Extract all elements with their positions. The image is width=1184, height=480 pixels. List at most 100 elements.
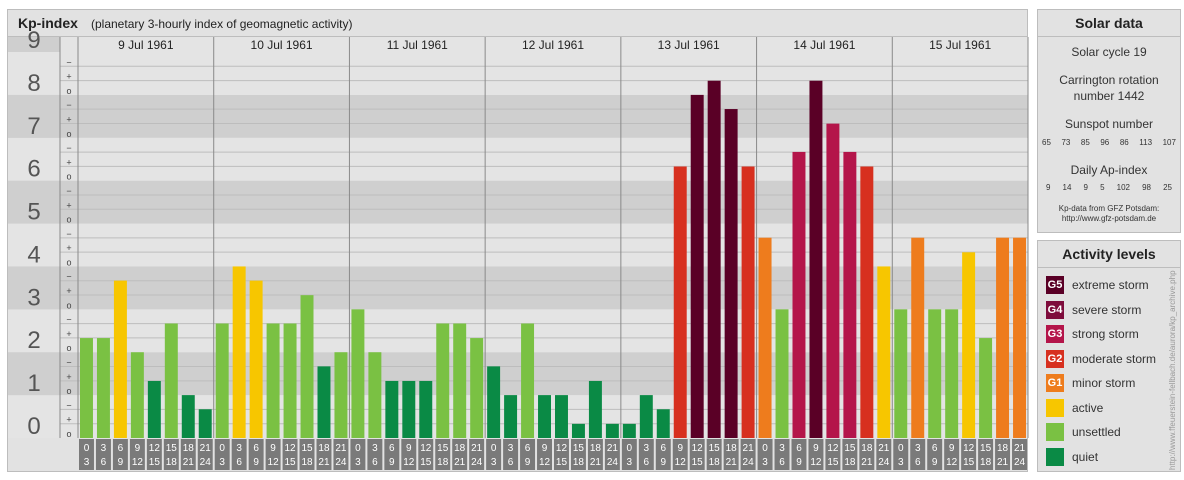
kp-bar: [928, 309, 942, 438]
x-tick-start: 15: [844, 443, 856, 454]
kp-bar: [487, 366, 501, 438]
minor-tick-mark: −: [66, 186, 71, 196]
y-axis-band: [8, 395, 60, 438]
kp-bar: [826, 123, 840, 438]
kp-bar: [249, 280, 263, 438]
x-tick-end: 12: [539, 457, 551, 468]
x-tick-end: 15: [827, 457, 839, 468]
x-tick-end: 21: [183, 457, 195, 468]
kp-bar: [979, 338, 993, 438]
x-tick-end: 12: [268, 457, 280, 468]
sunspot-value: 113: [1139, 138, 1153, 147]
kp-bar: [198, 409, 212, 438]
x-tick-start: 18: [454, 443, 466, 454]
x-tick-end: 15: [420, 457, 432, 468]
x-tick-cell: [706, 439, 722, 470]
x-tick-end: 15: [149, 457, 161, 468]
x-tick-end: 18: [573, 457, 585, 468]
legend-item: active: [1046, 398, 1103, 418]
x-tick-end: 18: [166, 457, 178, 468]
carrington-line1: Carrington rotation: [1059, 73, 1159, 87]
x-tick-cell: [842, 439, 858, 470]
kp-bar: [945, 309, 959, 438]
ap-value: 98: [1142, 183, 1151, 192]
x-tick-end: 9: [660, 457, 666, 468]
x-tick-cell: [163, 439, 179, 470]
x-tick-cell: [961, 439, 977, 470]
y-axis-band: [8, 266, 60, 310]
kp-bar: [181, 395, 195, 438]
x-tick-cell: [621, 439, 637, 470]
x-tick-end: 24: [743, 457, 755, 468]
y-tick-label: 2: [27, 327, 40, 354]
legend-item: unsettled: [1046, 422, 1121, 442]
x-tick-start: 9: [135, 443, 141, 454]
y-tick-label: 7: [27, 113, 40, 140]
x-tick-start: 6: [389, 443, 395, 454]
ap-value: 25: [1163, 183, 1172, 192]
credit-line1: Kp-data from GFZ Potsdam:: [1058, 204, 1160, 213]
kp-bar: [334, 352, 348, 438]
kp-bar: [538, 395, 551, 438]
x-tick-start: 0: [84, 443, 90, 454]
minor-tick-mark: +: [66, 200, 71, 210]
kp-bar: [741, 166, 755, 438]
legend-item: G3 strong storm: [1046, 324, 1139, 344]
x-tick-cell: [876, 439, 892, 470]
kp-bar: [317, 366, 331, 438]
x-tick-cell: [486, 439, 502, 470]
x-tick-cell: [282, 439, 298, 470]
minor-tick-mark: +: [66, 243, 71, 253]
kp-bar: [402, 380, 416, 438]
x-tick-start: 12: [420, 443, 432, 454]
kp-bar: [113, 280, 127, 438]
activity-levels-panel: Activity levels G5 extreme storm G4 severe …: [1037, 240, 1181, 472]
kp-bar: [453, 323, 467, 438]
x-tick-end: 24: [1014, 457, 1026, 468]
x-tick-start: 21: [743, 443, 755, 454]
y-tick-label: 9: [27, 27, 40, 54]
x-tick-end: 3: [84, 457, 90, 468]
day-label: 12 Jul 1961: [522, 38, 584, 52]
kp-bar: [436, 323, 450, 438]
x-tick-start: 18: [183, 443, 195, 454]
legend-label: severe storm: [1072, 302, 1142, 317]
kp-bar: [724, 109, 738, 438]
x-tick-end: 6: [915, 457, 921, 468]
band-row: [60, 223, 1028, 267]
kp-bar: [385, 380, 399, 438]
sunspot-value: 107: [1162, 138, 1176, 147]
x-tick-cell: [265, 439, 281, 470]
band-row: [60, 180, 1028, 224]
kp-bar: [962, 252, 976, 438]
chart-title-bar: Kp-index (planetary 3-hourly index of ge…: [8, 10, 1027, 37]
kp-bar: [232, 266, 246, 438]
x-tick-end: 18: [980, 457, 992, 468]
chart-title: Kp-index: [18, 15, 78, 31]
x-tick-start: 21: [335, 443, 347, 454]
x-tick-start: 18: [726, 443, 738, 454]
y-axis-band: [8, 352, 60, 396]
x-tick-end: 12: [810, 457, 822, 468]
x-tick-end: 18: [709, 457, 721, 468]
x-tick-cell: [112, 439, 128, 470]
minor-tick-mark: +: [66, 329, 71, 339]
x-tick-cell: [723, 439, 739, 470]
x-tick-end: 21: [861, 457, 873, 468]
legend-label: active: [1072, 400, 1104, 415]
x-tick-cell: [910, 439, 926, 470]
x-tick-end: 15: [556, 457, 568, 468]
x-tick-start: 12: [149, 443, 161, 454]
x-tick-start: 21: [200, 443, 212, 454]
y-axis-band: [8, 137, 60, 181]
y-axis-band: [8, 94, 60, 138]
x-tick-cell: [1012, 439, 1027, 470]
x-tick-cell: [944, 439, 960, 470]
x-tick-cell: [740, 439, 756, 470]
solar-data-title: Solar data: [1038, 10, 1180, 37]
x-tick-end: 12: [946, 457, 958, 468]
kp-bar: [707, 80, 721, 438]
minor-tick-mark: −: [66, 229, 71, 239]
x-tick-cell: [978, 439, 994, 470]
legend-swatch: G4: [1046, 300, 1064, 319]
